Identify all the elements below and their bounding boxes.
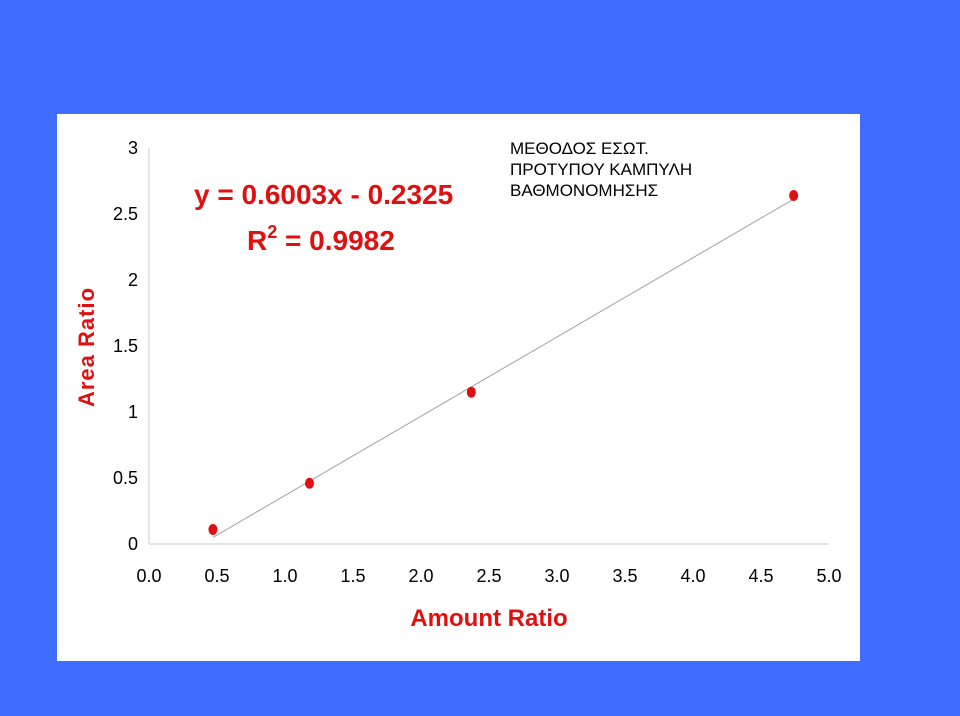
y-axis-title: Area Ratio [74,287,99,407]
y-tick-label: 3 [128,138,138,158]
x-tick-label: 4.0 [680,566,705,586]
y-tick-label: 2.5 [113,204,138,224]
x-tick-label: 1.0 [272,566,297,586]
data-points [208,190,799,535]
x-tick-label: 0.5 [204,566,229,586]
equation-label: y = 0.6003x - 0.2325 [194,179,453,210]
x-tick-label: 3.0 [544,566,569,586]
y-tick-label: 0.5 [113,468,138,488]
x-tick-labels: 0.0 0.5 1.0 1.5 2.0 2.5 3.0 3.5 4.0 4.5 5.0 [136,566,841,586]
y-tick-labels: 0 0.5 1 1.5 2 2.5 3 [113,138,138,554]
chart-title-line-2: ΠΡΟΤΥΠΟΥ ΚΑΜΠΥΛΗ [510,160,692,179]
calibration-chart: 0 0.5 1 1.5 2 2.5 3 0.0 0.5 1.0 1.5 2.0 2.5 3.0 3.5 4.… [74,138,842,632]
x-tick-label: 3.5 [612,566,637,586]
chart-title-line-3: ΒΑΘΜΟΝΟΜΗΣΗΣ [510,181,658,200]
y-tick-label: 1.5 [113,336,138,356]
x-tick-label: 2.5 [476,566,501,586]
y-tick-label: 0 [128,534,138,554]
y-tick-label: 2 [128,270,138,290]
x-tick-label: 5.0 [816,566,841,586]
x-tick-label: 1.5 [340,566,365,586]
x-axis-title: Amount Ratio [410,605,567,632]
r-squared-label: R2 = 0.9982 [247,222,395,256]
r-squared-exponent: 2 [267,222,277,242]
x-tick-label: 4.5 [748,566,773,586]
y-tick-label: 1 [128,402,138,422]
r-squared-symbol: R [247,225,267,256]
x-tick-label: 2.0 [408,566,433,586]
x-tick-label: 0.0 [136,566,161,586]
chart-title-line-1: ΜΕΘΟΔΟΣ ΕΣΩΤ. [510,139,649,158]
data-point [304,477,314,489]
data-point [466,386,476,398]
axes [148,148,829,545]
r-squared-value: = 0.9982 [277,225,395,256]
chart-panel: 0 0.5 1 1.5 2 2.5 3 0.0 0.5 1.0 1.5 2.0 2.5 3.0 3.5 4.… [57,114,860,661]
data-point [789,190,799,202]
data-point [208,523,218,535]
